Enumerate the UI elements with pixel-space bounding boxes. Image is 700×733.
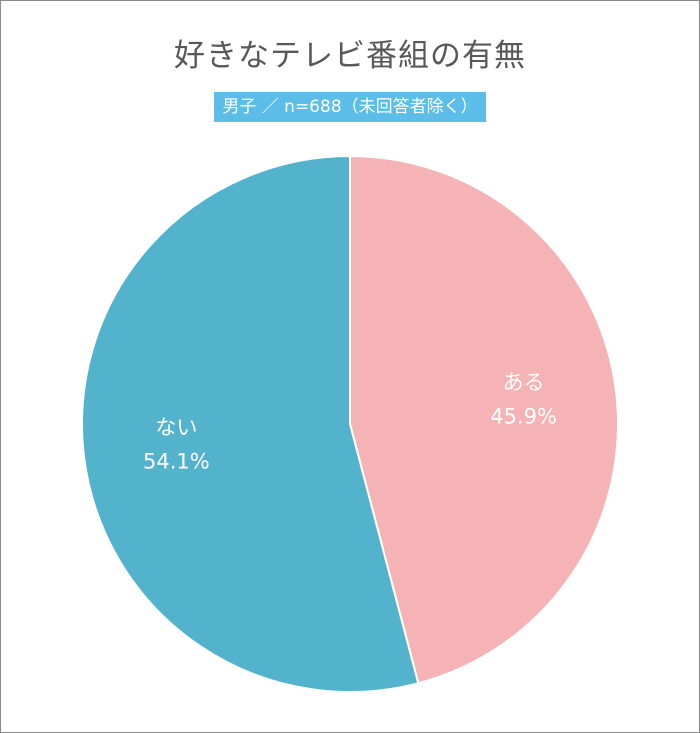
chart-subtitle-badge: 男子 ／ n=688（未回答者除く） bbox=[214, 92, 486, 122]
slice-label-0: ある bbox=[503, 371, 545, 395]
pie-slice-0 bbox=[349, 154, 619, 685]
pie-labels: ある 45.9% ない 54.1% bbox=[143, 371, 557, 474]
pie-slices bbox=[80, 154, 619, 693]
subtitle-wrap: 男子 ／ n=688（未回答者除く） bbox=[0, 92, 700, 122]
slice-value-1: 54.1% bbox=[143, 450, 210, 474]
chart-title: 好きなテレビ番組の有無 bbox=[174, 38, 526, 74]
slice-value-0: 45.9% bbox=[490, 405, 557, 429]
slice-label-1: ない bbox=[155, 416, 197, 440]
pie-slice-1 bbox=[80, 154, 420, 693]
